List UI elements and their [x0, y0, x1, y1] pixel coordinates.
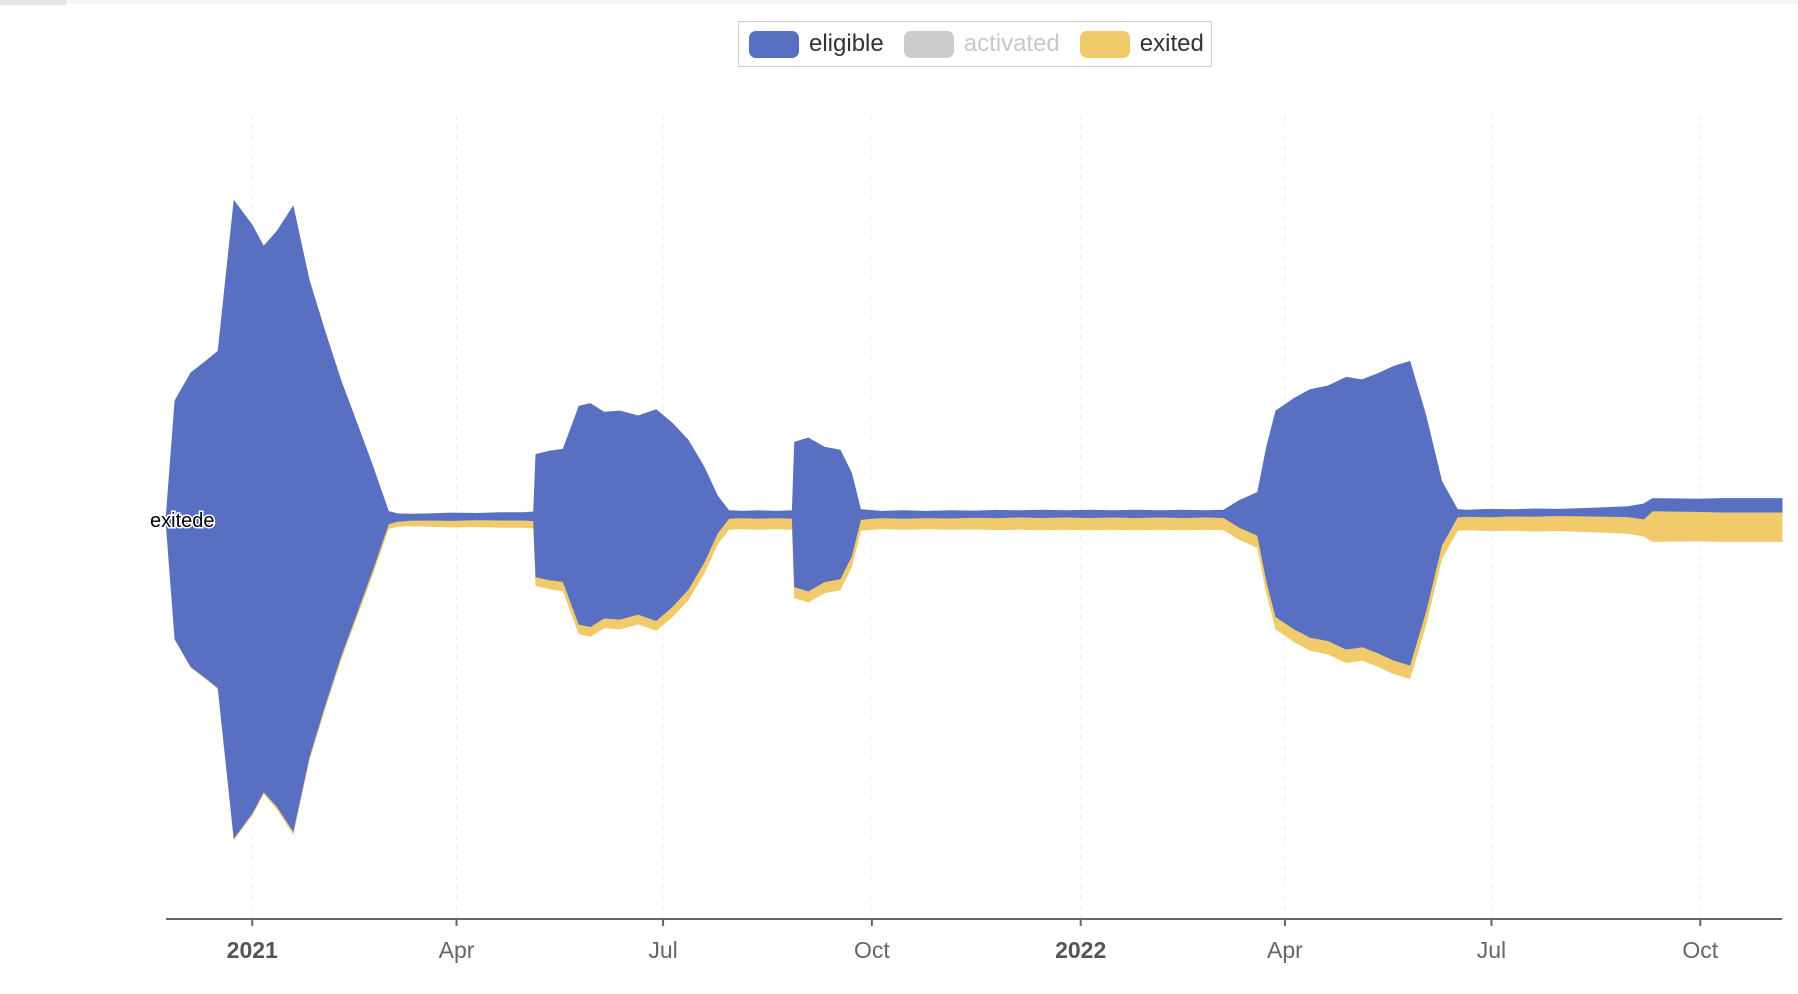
- legend-swatch-exited: [1079, 30, 1130, 58]
- x-tick-label-3: Oct: [854, 937, 890, 963]
- x-tick-label-1: Apr: [439, 937, 475, 963]
- area-eligible: [165, 199, 1783, 839]
- legend-swatch-eligible: [749, 30, 799, 58]
- area-exited: [165, 510, 1783, 841]
- top-tab-indicator: [0, 0, 66, 5]
- x-tick-label-2: Jul: [648, 937, 677, 963]
- legend-label-activated: activated: [963, 30, 1060, 57]
- legend-item-exited[interactable]: exited: [1079, 30, 1204, 58]
- top-divider: [66, 0, 1798, 4]
- x-tick-label-4: 2022: [1055, 937, 1106, 963]
- x-tick-label-6: Jul: [1477, 937, 1506, 963]
- x-tick-label-5: Apr: [1267, 937, 1303, 963]
- hover-label: exitede: [150, 510, 215, 532]
- stream-areas: [165, 199, 1783, 841]
- legend: eligible activated exited: [738, 21, 1212, 67]
- x-axis: 2021 Apr Jul Oct 2022 Apr Jul Oct: [166, 918, 1782, 963]
- x-tick-label-0: 2021: [227, 937, 278, 963]
- legend-label-exited: exited: [1139, 30, 1204, 57]
- legend-swatch-activated: [903, 30, 954, 58]
- legend-label-eligible: eligible: [809, 30, 884, 57]
- legend-item-activated[interactable]: activated: [903, 30, 1060, 58]
- legend-item-eligible[interactable]: eligible: [749, 30, 884, 58]
- x-tick-label-7: Oct: [1682, 937, 1718, 963]
